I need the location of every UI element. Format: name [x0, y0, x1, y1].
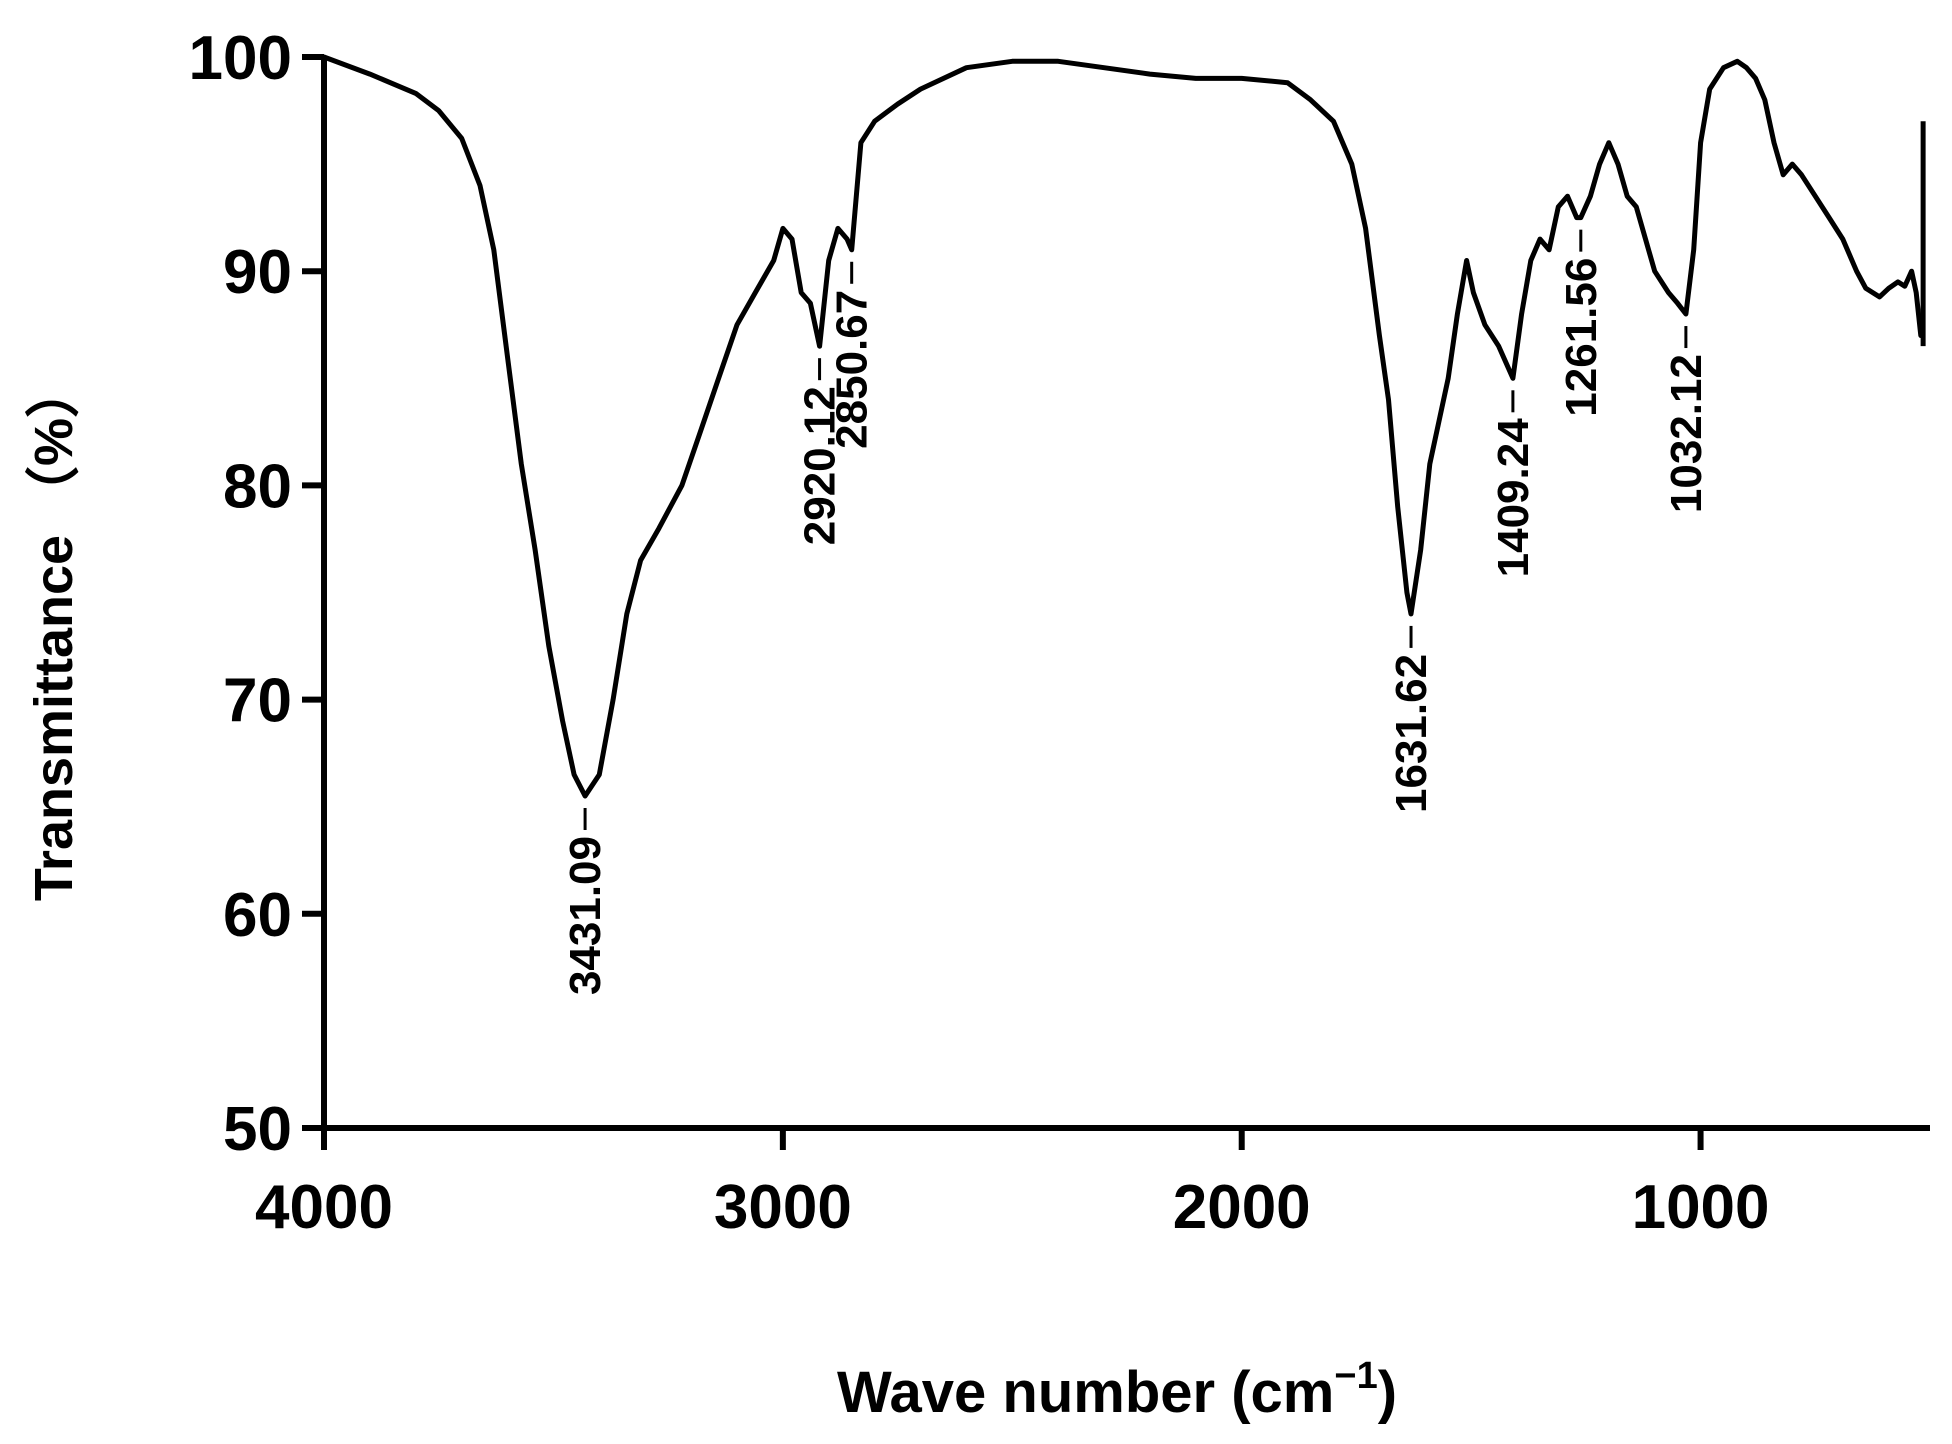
peak-annotation: 1032.12	[1662, 326, 1711, 513]
peak-label: 1631.62	[1387, 654, 1436, 813]
y-tick-label: 70	[223, 667, 292, 736]
x-ticks: 4000 3000 2000 1000	[255, 1128, 1770, 1242]
x-tick-label: 4000	[255, 1173, 393, 1242]
x-axis-title-superscript: −1	[1334, 1355, 1377, 1397]
peak-label: 3431.09	[561, 836, 610, 995]
peak-annotation: 2850.67	[828, 261, 877, 449]
y-tick-label: 80	[223, 452, 292, 521]
peak-label: 1261.56	[1557, 258, 1606, 417]
x-tick-label: 2000	[1173, 1173, 1311, 1242]
x-axis-title-main: Wave number (cm	[837, 1360, 1334, 1425]
axes	[321, 57, 1930, 1131]
y-tick-label: 60	[223, 881, 292, 950]
x-tick-label: 1000	[1632, 1173, 1770, 1242]
y-tick-label: 100	[189, 24, 292, 93]
peak-annotation: 2920.12	[796, 358, 845, 545]
peak-label: 1032.12	[1662, 354, 1711, 513]
y-tick-label: 50	[223, 1095, 292, 1164]
spectrum-line	[321, 54, 1924, 799]
peak-annotation: 1409.24	[1489, 390, 1538, 577]
peak-annotation: 1261.56	[1557, 229, 1606, 417]
y-ticks: 50 60 70 80 90 100	[189, 24, 324, 1164]
peak-annotation: 1631.62	[1387, 625, 1436, 813]
y-tick-label: 90	[223, 238, 292, 307]
peak-annotation: 3431.09	[561, 807, 610, 995]
peak-label: 2850.67	[828, 290, 877, 449]
y-axis-title: Transmittance （%）	[24, 364, 84, 901]
x-tick-label: 3000	[714, 1173, 852, 1242]
plot-area	[321, 54, 1926, 799]
peak-label: 1409.24	[1489, 418, 1538, 578]
x-axis-title-close: )	[1378, 1360, 1397, 1425]
x-axis-title: Wave number (cm−1)	[837, 1355, 1397, 1425]
peak-label: 2920.12	[796, 386, 845, 545]
